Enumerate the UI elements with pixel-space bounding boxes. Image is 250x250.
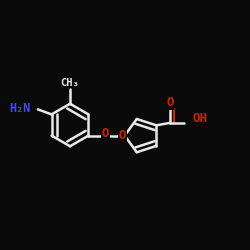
Text: CH₃: CH₃: [60, 78, 80, 88]
Text: O: O: [102, 126, 109, 140]
Text: H₂N: H₂N: [9, 102, 30, 114]
Text: O: O: [118, 129, 126, 142]
Text: OH: OH: [192, 112, 208, 125]
Text: O: O: [166, 96, 174, 109]
